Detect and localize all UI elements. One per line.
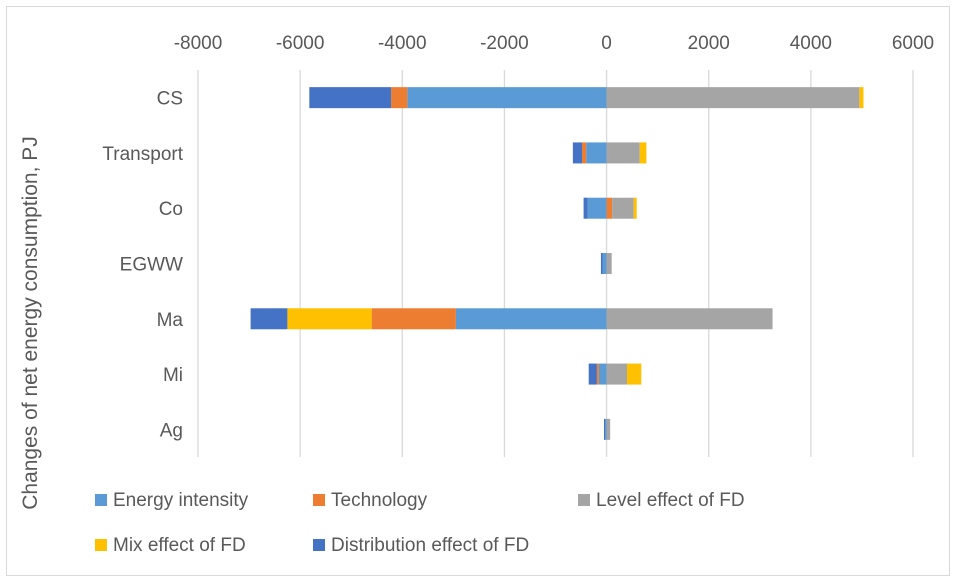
x-tick-label: 0 bbox=[601, 33, 612, 54]
bar-segment bbox=[606, 418, 611, 440]
legend-label: Distribution effect of FD bbox=[331, 535, 529, 556]
bar-segment bbox=[606, 363, 627, 385]
bar-segment bbox=[407, 87, 607, 109]
category-labels: CS Transport Co EGWW Ma Mi Ag bbox=[102, 89, 183, 442]
bar-segment bbox=[371, 308, 456, 330]
x-tick-label: 6000 bbox=[892, 33, 934, 54]
category-label: Co bbox=[159, 199, 183, 220]
bar-segment bbox=[600, 252, 603, 275]
legend-label: Technology bbox=[331, 490, 428, 511]
bar-segment bbox=[309, 87, 392, 109]
bar-segment bbox=[572, 142, 583, 164]
bar-segment bbox=[627, 363, 642, 385]
bar-segment bbox=[587, 197, 607, 219]
legend-swatch bbox=[313, 539, 325, 551]
gridlines bbox=[197, 70, 914, 457]
x-tick-label: -2000 bbox=[480, 33, 529, 54]
bar-segment bbox=[604, 418, 606, 440]
x-tick-labels: -8000 -6000 -4000 -2000 0 2000 4000 6000 bbox=[174, 33, 934, 54]
legend-label: Mix effect of FD bbox=[113, 535, 246, 556]
bar-segment bbox=[605, 418, 607, 440]
bar-segment bbox=[606, 142, 640, 164]
x-tick-label: -8000 bbox=[174, 33, 223, 54]
legend-label: Energy intensity bbox=[113, 490, 249, 511]
legend-swatch bbox=[313, 494, 325, 506]
legend-swatch bbox=[95, 494, 107, 506]
bar-segment bbox=[598, 363, 607, 385]
chart-svg: -8000 -6000 -4000 -2000 0 2000 4000 6000 CS Tran… bbox=[19, 33, 934, 556]
bar-segment bbox=[612, 197, 634, 219]
y-axis-title: Changes of net energy consumption, PJ bbox=[19, 136, 42, 510]
legend-label: Level effect of FD bbox=[596, 490, 745, 511]
x-tick-label: -6000 bbox=[276, 33, 325, 54]
category-label: Ma bbox=[157, 310, 184, 331]
bar-segment bbox=[633, 197, 637, 219]
category-label: Transport bbox=[102, 144, 183, 165]
bar-segment bbox=[639, 142, 647, 164]
bars bbox=[250, 87, 864, 440]
bar-segment bbox=[582, 142, 587, 164]
bar-segment bbox=[391, 87, 408, 109]
bar-segment bbox=[606, 308, 773, 330]
bar-segment bbox=[588, 363, 597, 385]
chart-frame: -8000 -6000 -4000 -2000 0 2000 4000 6000 CS Tran… bbox=[6, 6, 950, 576]
category-label: Mi bbox=[163, 365, 183, 386]
x-tick-label: -4000 bbox=[378, 33, 427, 54]
bar-segment bbox=[586, 142, 607, 164]
bar-segment bbox=[583, 197, 588, 219]
legend: Energy intensity Technology Level effect o… bbox=[95, 490, 745, 556]
category-label: Ag bbox=[160, 420, 183, 441]
bar-segment bbox=[455, 308, 607, 330]
legend-swatch bbox=[95, 539, 107, 551]
bar-segment bbox=[287, 308, 372, 330]
legend-swatch bbox=[578, 494, 590, 506]
x-tick-label: 4000 bbox=[790, 33, 832, 54]
bar-segment bbox=[606, 252, 612, 275]
x-tick-label: 2000 bbox=[688, 33, 730, 54]
bar-segment bbox=[606, 87, 860, 109]
bar-segment bbox=[602, 252, 607, 275]
category-label: EGWW bbox=[120, 255, 183, 276]
bar-segment bbox=[606, 197, 613, 219]
bar-segment bbox=[596, 363, 599, 385]
bar-segment bbox=[859, 87, 864, 109]
bar-segment bbox=[250, 308, 288, 330]
category-label: CS bbox=[157, 89, 183, 110]
